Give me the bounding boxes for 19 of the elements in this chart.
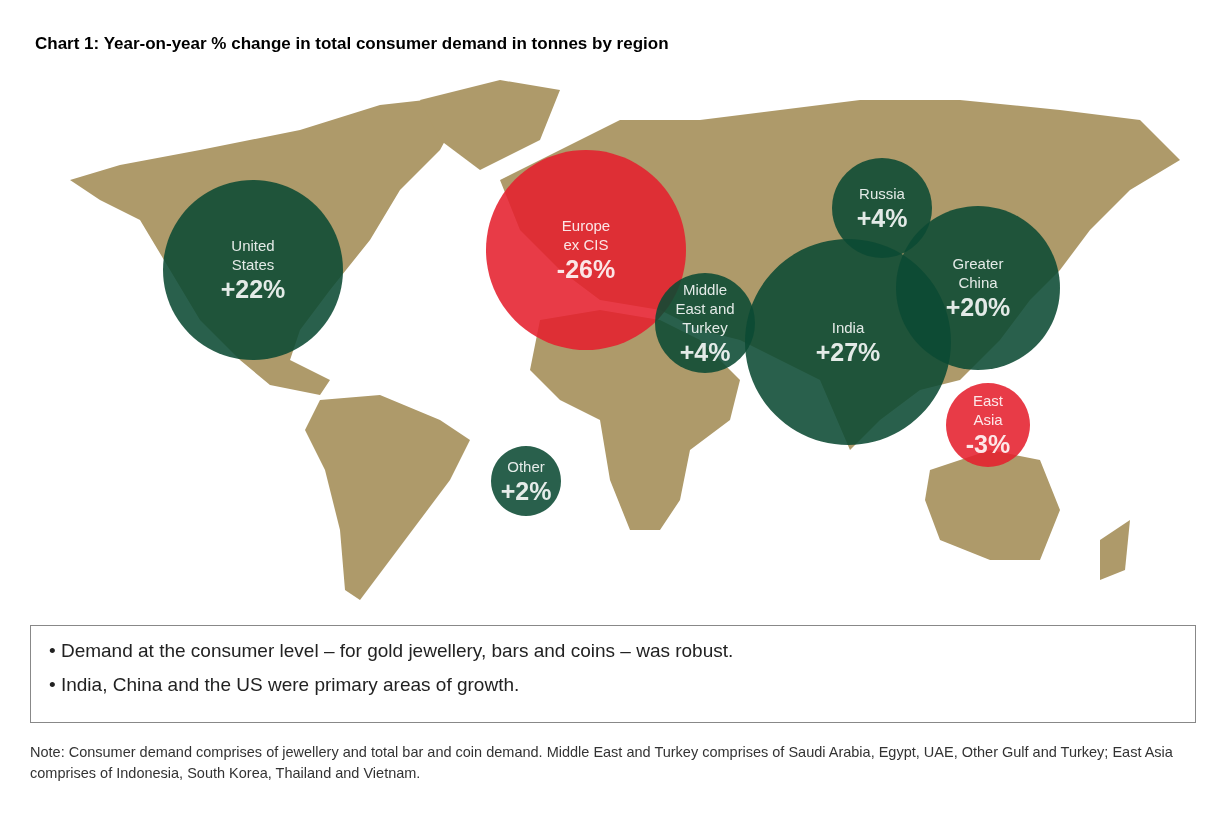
data-label: +20% (945, 293, 1011, 321)
text-box: • Demand at the consumer level – for gold jewellery, bars and coins – was robust. • India, China and the US were primary areas of growth. (30, 625, 1196, 723)
category-label: Europe ex CIS (561, 217, 611, 253)
data-label: +22% (220, 275, 286, 303)
data-label: +27% (815, 337, 881, 366)
category-label: Greater China (952, 255, 1004, 291)
text: Chart 1: Year-on-year % change in total consumer demand in tonnes by region (35, 34, 669, 53)
text: Note: Consumer demand comprises of jewellery and total bar and coin demand. Middle East and Turkey comprises of Saudi Arabia, Egypt, UAE, Other Gulf and Turkey; East Asia comprises of Indonesia, South Korea, Thailand and Vietnam. (30, 743, 1174, 783)
data-label: -26% (556, 255, 616, 283)
category-label: Other (507, 457, 545, 475)
category-label: Middle East and Turkey (675, 280, 735, 336)
category-label: East Asia (972, 392, 1004, 428)
category-label: India (831, 318, 865, 336)
data-label: +4% (856, 203, 908, 232)
category-label: Russia (859, 184, 906, 202)
data-label: +4% (679, 337, 731, 366)
data-label: -3% (965, 430, 1011, 458)
data-label: +2% (500, 476, 552, 505)
category-label: United States (231, 237, 275, 273)
